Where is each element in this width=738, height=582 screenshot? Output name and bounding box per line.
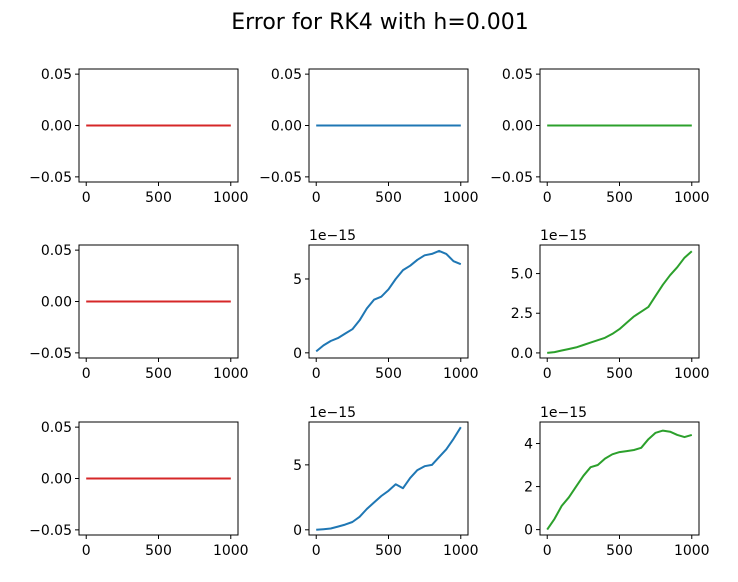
x-tick-label: 500 [145,543,172,559]
series-line [546,429,693,531]
axes-frame [539,244,700,359]
x-tick-label: 0 [312,543,321,559]
y-tick-label: 0.00 [41,119,72,135]
x-tick-label: 0 [543,190,552,206]
axes-frame [539,421,700,536]
y-tick-label: −0.05 [29,346,72,362]
y-tick-label: 0 [293,523,302,539]
y-tick-label: 0 [293,346,302,362]
y-tick-label: −0.05 [259,170,302,186]
x-tick-label: 0 [312,366,321,382]
x-tick-label: 1000 [674,190,710,206]
y-tick-label: 0.00 [41,295,72,311]
axes-frame [308,421,469,536]
x-tick-label: 0 [543,543,552,559]
subplot-r2-c1: 0 500 1000 −0.05 0.00 0.05 [29,243,248,382]
y-tick-label: 0.05 [41,420,72,436]
x-tick-label: 1000 [213,190,249,206]
x-tick-label: 0 [312,190,321,206]
y-tick-label: 0 [524,523,533,539]
y-tick-label: 5 [293,272,302,288]
subplot-r3-c1: 0 500 1000 −0.05 0.00 0.05 [29,420,248,559]
x-tick-label: 1000 [443,190,479,206]
x-tick-label: 500 [145,366,172,382]
x-tick-label: 1000 [674,366,710,382]
x-tick-label: 500 [606,366,633,382]
y-tick-label: 0.00 [41,472,72,488]
x-tick-label: 500 [145,190,172,206]
subplot-r1-c1: 0 500 1000 −0.05 0.00 0.05 [29,67,248,206]
figure-title: Error for RK4 with h=0.001 [231,10,529,35]
y-tick-label: 0.00 [271,119,302,135]
subplot-r3-c2: 0 500 1000 0 5 1e−15 [293,405,479,559]
y-offset-label: 1e−15 [540,405,587,421]
y-offset-label: 1e−15 [309,405,356,421]
y-tick-label: 0.05 [271,67,302,83]
y-offset-label: 1e−15 [309,228,356,244]
x-tick-label: 500 [606,543,633,559]
y-tick-label: 5 [293,458,302,474]
y-tick-label: −0.05 [490,170,533,186]
y-offset-label: 1e−15 [540,228,587,244]
subplot-r1-c3: 0 500 1000 −0.05 0.00 0.05 [490,67,709,206]
x-tick-label: 500 [606,190,633,206]
y-tick-label: 0.0 [511,346,533,362]
x-tick-label: 500 [375,543,402,559]
y-tick-label: 2.5 [511,306,533,322]
y-tick-label: 0.05 [41,243,72,259]
subplot-r2-c2: 0 500 1000 0 5 1e−15 [293,228,479,382]
subplot-r3-c3: 0 500 1000 0 2 4 1e−15 [524,405,710,559]
subplot-grid: 0 500 1000−0.050.000.050 500 1000−0.050.000.… [29,67,709,559]
x-tick-label: 1000 [213,543,249,559]
x-tick-label: 0 [82,543,91,559]
y-tick-label: 2 [524,480,533,496]
y-tick-label: 0.05 [502,67,533,83]
y-tick-label: −0.05 [29,523,72,539]
y-tick-label: 0.05 [41,67,72,83]
x-tick-label: 500 [375,190,402,206]
y-tick-label: 0.00 [502,119,533,135]
x-tick-label: 0 [82,190,91,206]
x-tick-label: 0 [82,366,91,382]
x-tick-label: 1000 [443,543,479,559]
x-tick-label: 1000 [443,366,479,382]
series-line [547,250,693,354]
y-tick-label: 5.0 [511,267,533,283]
x-tick-label: 1000 [674,543,710,559]
series-line [315,249,462,353]
y-tick-label: −0.05 [29,170,72,186]
x-tick-label: 500 [375,366,402,382]
x-tick-label: 0 [543,366,552,382]
y-tick-label: 4 [524,437,533,453]
x-tick-label: 1000 [213,366,249,382]
series-line [316,426,462,531]
subplot-r2-c3: 0 500 1000 0.0 2.5 5.0 1e−15 [511,228,710,382]
subplot-r1-c2: 0 500 1000 −0.05 0.00 0.05 [259,67,478,206]
